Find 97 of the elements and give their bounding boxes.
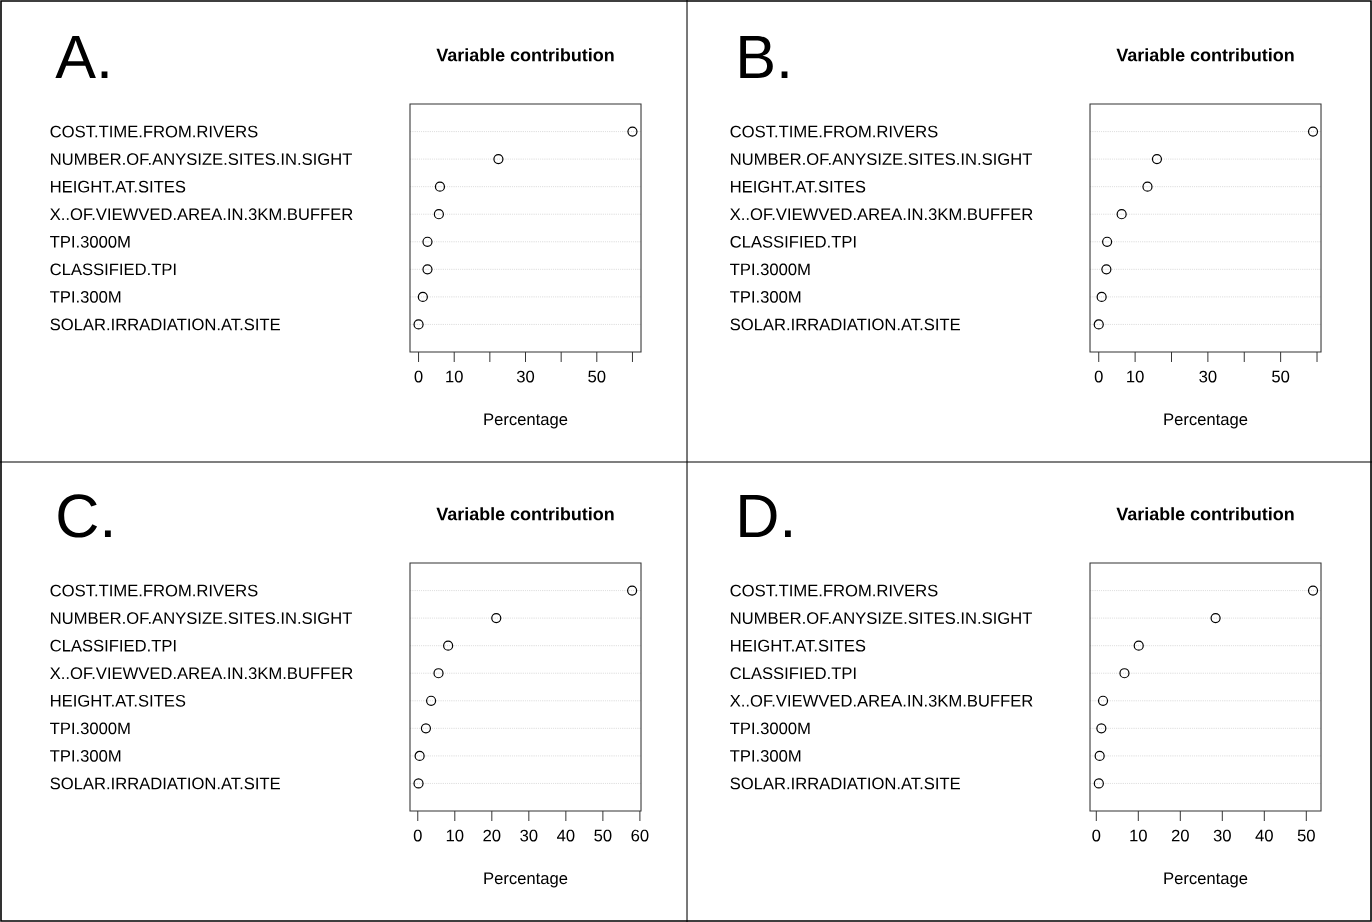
point xyxy=(1133,640,1144,651)
x-tick-label: 40 xyxy=(1255,829,1273,842)
point xyxy=(1093,319,1104,330)
x-tick-label: 30 xyxy=(516,370,535,383)
y-tick-label: X..OF.VIEWVED.AREA.IN.3KM.BUFFER xyxy=(730,694,1033,707)
chart-title: Variable contribution xyxy=(436,507,614,521)
point xyxy=(433,209,444,220)
y-tick-label: COST.TIME.FROM.RIVERS xyxy=(730,584,938,597)
point xyxy=(1096,291,1107,302)
point xyxy=(433,668,444,679)
x-axis-title: Percentage xyxy=(1164,872,1248,888)
x-axis-title: Percentage xyxy=(484,872,568,888)
x-tick-label: 50 xyxy=(1272,370,1290,383)
point xyxy=(1307,126,1319,137)
point xyxy=(1116,209,1127,220)
chart-title: Variable contribution xyxy=(1116,507,1294,521)
x-tick-label: 60 xyxy=(631,829,649,842)
point xyxy=(422,264,433,275)
x-axis-title: Percentage xyxy=(484,413,568,429)
point xyxy=(422,236,433,247)
y-tick-label: SOLAR.IRRADIATION.AT.SITE xyxy=(730,777,960,790)
text: B. xyxy=(740,35,788,79)
point xyxy=(1151,154,1163,165)
point xyxy=(1210,613,1221,624)
y-tick-label: SOLAR.IRRADIATION.AT.SITE xyxy=(730,318,960,331)
y-tick-label: NUMBER.OF.ANYSIZE.SITES.IN.SIGHT xyxy=(731,612,1032,624)
y-tick-label: HEIGHT.AT.SITES xyxy=(51,180,186,193)
x-tick-label: 0 xyxy=(1092,829,1101,842)
y-tick-label: TPI.3000M xyxy=(50,235,130,248)
point xyxy=(1142,181,1153,192)
x-tick-label: 30 xyxy=(1213,829,1231,842)
y-tick-label: TPI.300M xyxy=(730,291,801,303)
point xyxy=(414,750,425,761)
x-tick-label: 30 xyxy=(520,829,538,842)
y-tick-label: NUMBER.OF.ANYSIZE.SITES.IN.SIGHT xyxy=(51,612,352,624)
y-tick-label: TPI.3000M xyxy=(730,722,810,735)
y-tick-label: X..OF.VIEWVED.AREA.IN.3KM.BUFFER xyxy=(730,208,1033,221)
y-tick-label: TPI.300M xyxy=(50,291,121,303)
y-tick-label: CLASSIFIED.TPI xyxy=(730,235,856,248)
x-axis-title: Percentage xyxy=(1164,413,1248,429)
point xyxy=(1097,695,1109,706)
x-tick-label: 10 xyxy=(446,370,463,383)
y-tick-label: X..OF.VIEWVED.AREA.IN.3KM.BUFFER xyxy=(50,208,353,221)
x-tick-label: 0 xyxy=(414,370,423,383)
x-tick-label: 20 xyxy=(1171,829,1189,842)
y-tick-label: HEIGHT.AT.SITES xyxy=(731,180,866,193)
point xyxy=(425,695,437,706)
point xyxy=(1102,236,1113,247)
y-tick-label: CLASSIFIED.TPI xyxy=(50,263,176,276)
point xyxy=(1094,750,1105,761)
point xyxy=(443,640,454,651)
y-tick-label: CLASSIFIED.TPI xyxy=(50,639,176,652)
point xyxy=(491,613,502,624)
y-tick-label: SOLAR.IRRADIATION.AT.SITE xyxy=(50,777,280,790)
point xyxy=(627,585,638,596)
point xyxy=(1096,723,1107,734)
y-tick-label: COST.TIME.FROM.RIVERS xyxy=(50,125,258,138)
x-tick-label: 40 xyxy=(556,829,575,842)
chart-title: Variable contribution xyxy=(436,48,614,62)
y-tick-label: HEIGHT.AT.SITES xyxy=(731,639,866,652)
y-tick-label: COST.TIME.FROM.RIVERS xyxy=(730,125,938,138)
text: D. xyxy=(740,494,791,538)
x-tick-label: 10 xyxy=(446,829,464,842)
y-tick-label: HEIGHT.AT.SITES xyxy=(51,694,186,707)
point xyxy=(1307,585,1319,596)
x-tick-label: 50 xyxy=(588,370,606,383)
x-tick-label: 30 xyxy=(1199,370,1217,383)
y-tick-label: TPI.3000M xyxy=(730,263,810,276)
point xyxy=(417,291,428,302)
point xyxy=(493,154,504,165)
x-tick-label: 50 xyxy=(594,829,612,842)
y-tick-label: NUMBER.OF.ANYSIZE.SITES.IN.SIGHT xyxy=(731,153,1032,165)
x-tick-label: 0 xyxy=(413,829,422,842)
point xyxy=(420,723,432,734)
y-tick-label: SOLAR.IRRADIATION.AT.SITE xyxy=(50,318,280,331)
y-tick-label: TPI.300M xyxy=(730,750,801,762)
x-tick-label: 50 xyxy=(1297,829,1315,842)
point xyxy=(413,778,424,789)
x-tick-label: 20 xyxy=(483,829,501,842)
y-tick-label: TPI.300M xyxy=(50,750,121,762)
point xyxy=(434,181,446,192)
text: A. xyxy=(55,35,108,79)
point xyxy=(1119,668,1130,679)
x-tick-label: 10 xyxy=(1127,370,1144,383)
y-tick-label: COST.TIME.FROM.RIVERS xyxy=(50,584,258,597)
point xyxy=(1101,264,1112,275)
chart-title: Variable contribution xyxy=(1116,48,1294,62)
y-tick-label: TPI.3000M xyxy=(50,722,130,735)
point xyxy=(627,126,638,137)
text: C. xyxy=(58,494,111,538)
y-tick-label: NUMBER.OF.ANYSIZE.SITES.IN.SIGHT xyxy=(51,153,352,165)
point xyxy=(1093,778,1104,789)
point xyxy=(413,319,424,330)
y-tick-label: CLASSIFIED.TPI xyxy=(730,667,856,680)
x-tick-label: 0 xyxy=(1094,370,1103,383)
x-tick-label: 10 xyxy=(1130,829,1147,842)
y-tick-label: X..OF.VIEWVED.AREA.IN.3KM.BUFFER xyxy=(50,667,353,680)
